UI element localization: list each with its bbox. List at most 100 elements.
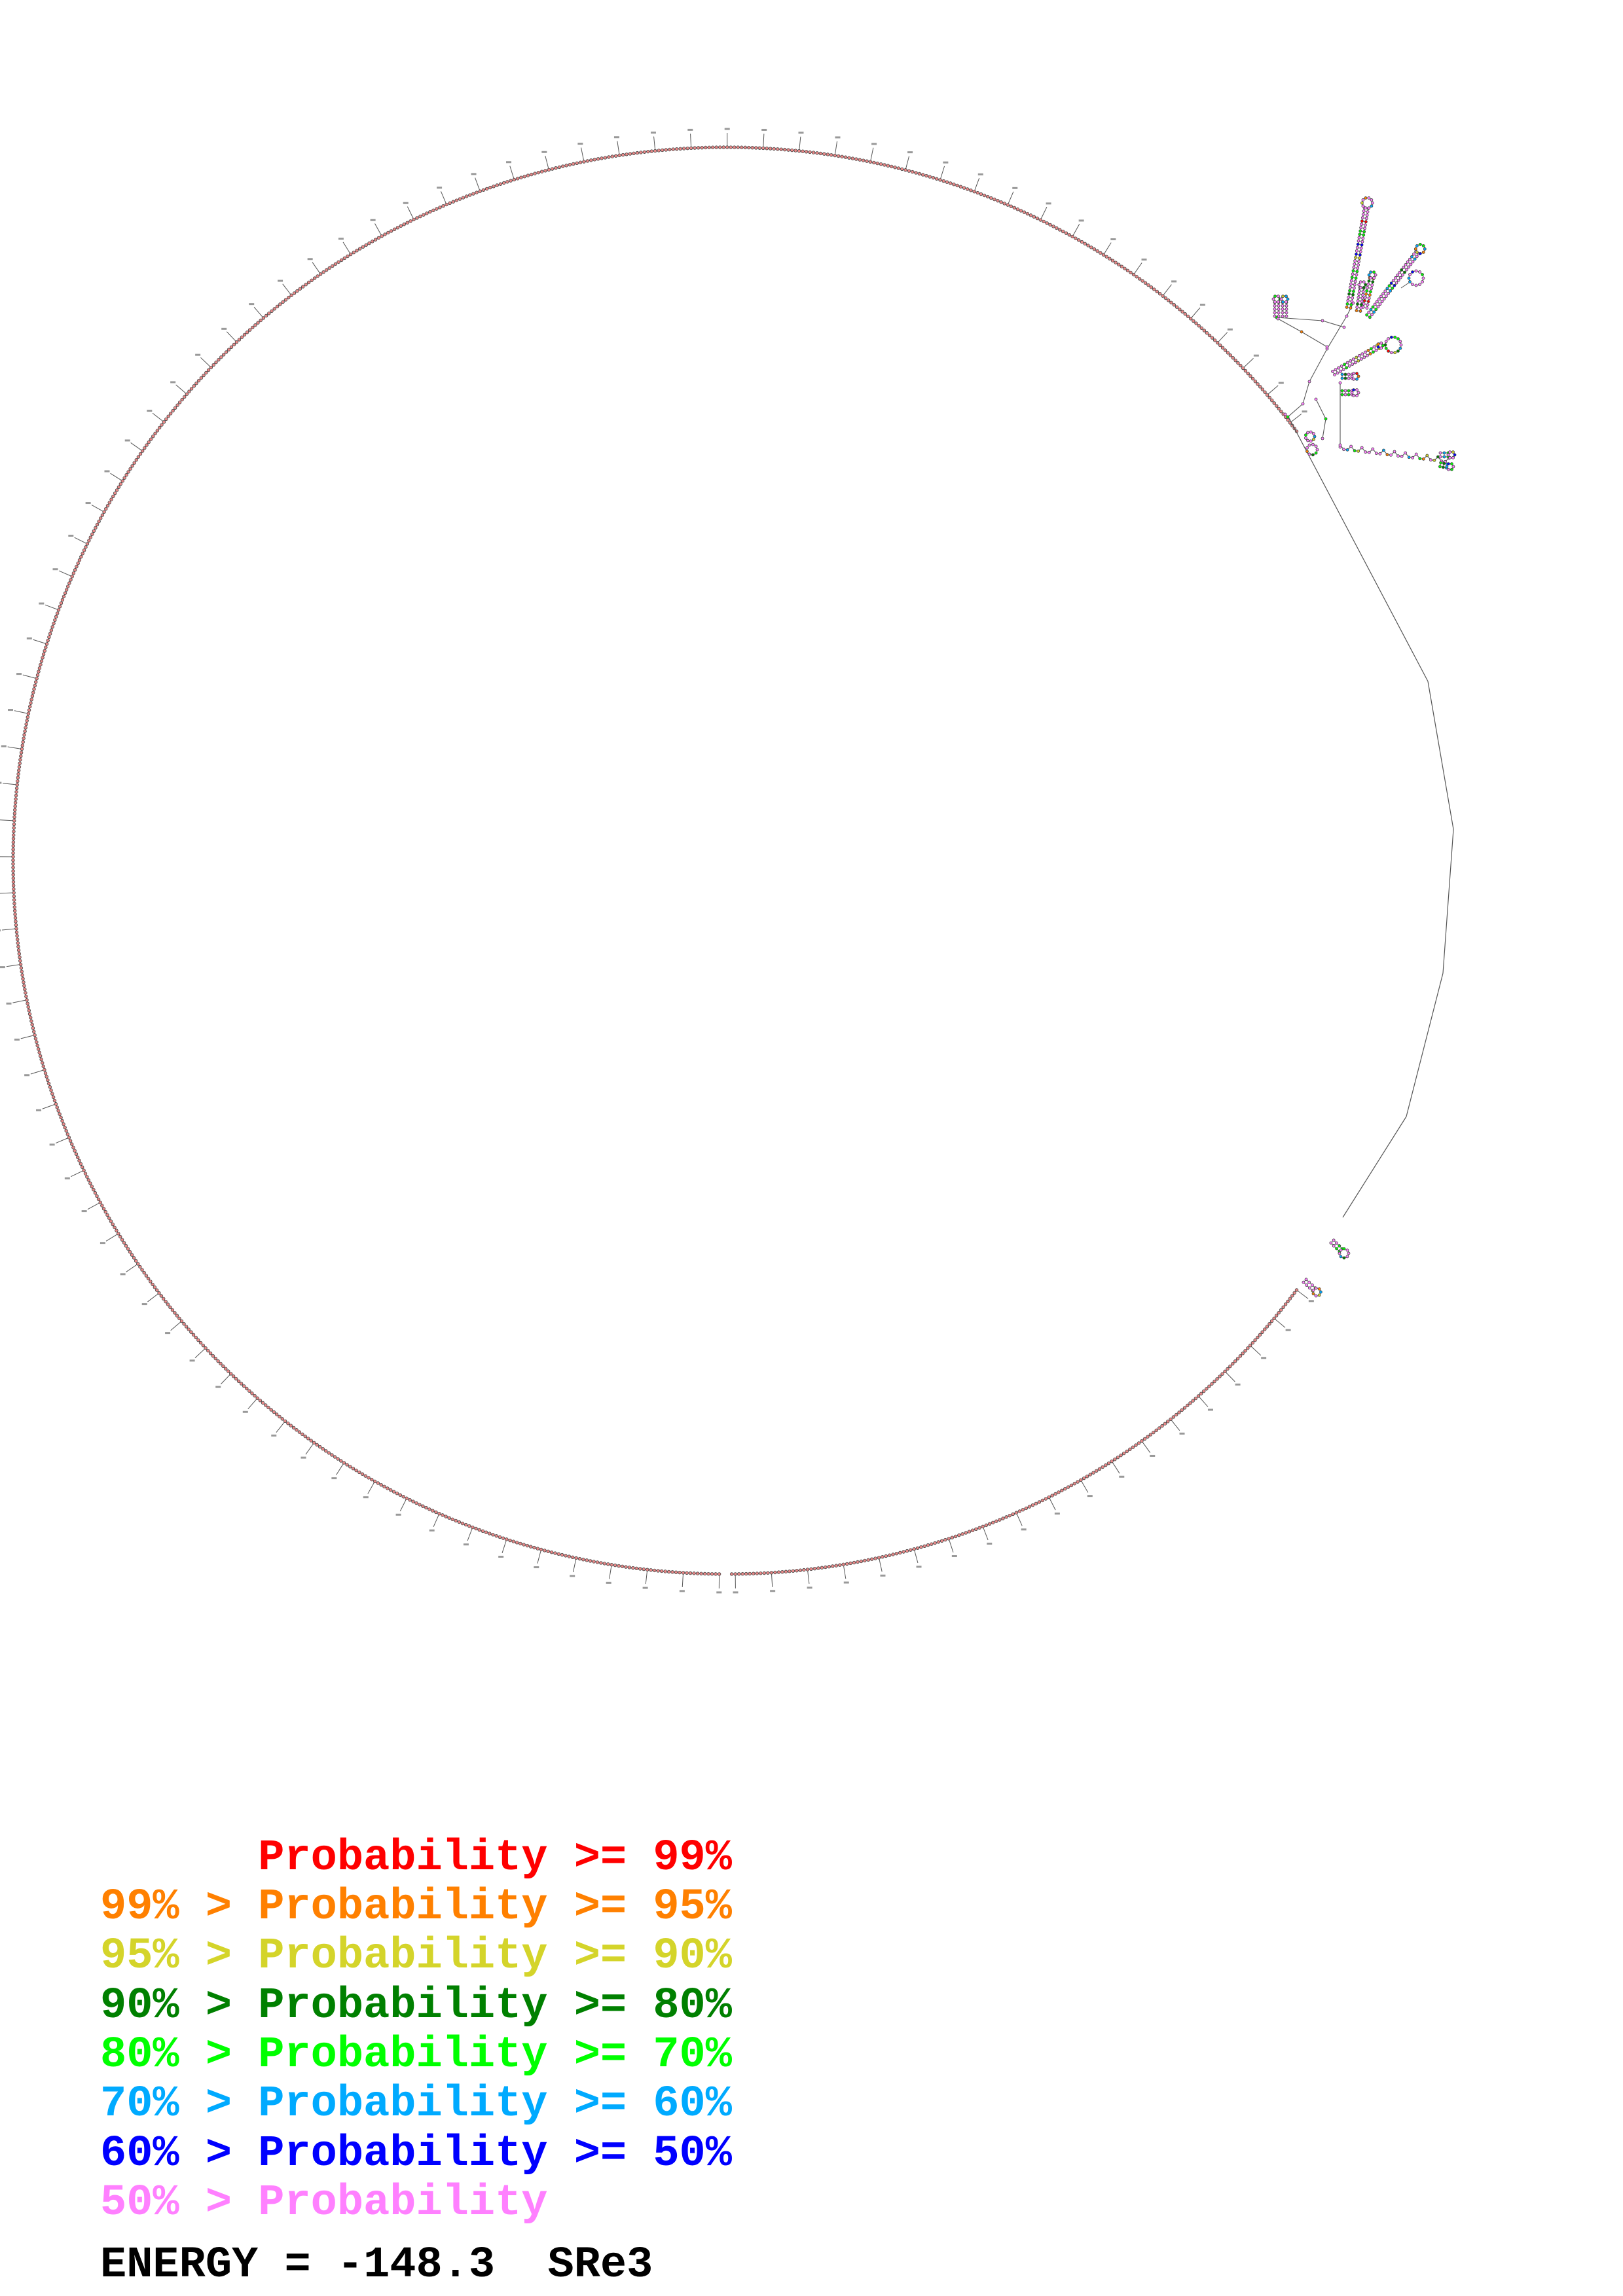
nucleotide — [1345, 314, 1349, 318]
nucleotide — [575, 161, 579, 165]
nucleotide — [1131, 1445, 1135, 1449]
nucleotide — [355, 249, 359, 253]
nucleotide — [1186, 314, 1190, 318]
nucleotide — [1381, 292, 1385, 296]
nucleotide — [1095, 1469, 1099, 1473]
nucleotide — [1418, 457, 1422, 461]
nucleotide — [1369, 276, 1372, 279]
nucleotide — [1393, 351, 1397, 355]
position-label-mark — [124, 439, 130, 442]
nucleotide — [958, 185, 963, 188]
nucleotide — [1343, 376, 1347, 380]
nucleotide — [1113, 1457, 1117, 1462]
nucleotide — [13, 916, 18, 920]
nucleotide — [1119, 1453, 1123, 1458]
nucleotide — [826, 152, 830, 156]
nucleotide — [278, 302, 282, 306]
nucleotide — [1355, 393, 1359, 397]
nucleotide — [805, 1568, 810, 1571]
nucleotide — [1359, 306, 1363, 310]
nucleotide — [415, 216, 419, 220]
nucleotide — [45, 1075, 48, 1079]
nucleotide — [1366, 210, 1370, 213]
nucleotide — [733, 1572, 737, 1576]
nucleotide — [1202, 1389, 1206, 1393]
nucleotide — [26, 711, 31, 716]
nucleotide — [96, 1197, 101, 1202]
position-tick — [799, 136, 801, 151]
nucleotide — [50, 1092, 54, 1096]
nucleotide — [134, 457, 138, 462]
nucleotide — [441, 204, 445, 208]
nucleotide — [405, 221, 409, 224]
position-label-mark — [807, 1587, 812, 1589]
nucleotide — [50, 625, 54, 629]
nucleotide — [1309, 439, 1313, 443]
nucleotide — [695, 1571, 700, 1575]
position-label-mark — [120, 1273, 126, 1276]
nucleotide — [346, 254, 350, 259]
position-label-mark — [26, 637, 32, 639]
position-label-mark — [642, 1587, 648, 1589]
helix-strand — [1334, 348, 1379, 376]
nucleotide — [12, 812, 17, 816]
nucleotide — [1350, 374, 1354, 378]
nucleotide — [95, 1194, 99, 1198]
nucleotide — [617, 1564, 621, 1568]
nucleotide — [824, 1565, 828, 1570]
nucleotide — [1345, 361, 1349, 365]
nucleotide — [1385, 453, 1389, 457]
nucleotide — [324, 1449, 328, 1453]
nucleotide — [610, 1563, 613, 1567]
nucleotide — [253, 323, 257, 327]
nucleotide — [29, 1019, 33, 1023]
nucleotide — [1197, 323, 1201, 328]
nucleotide — [1349, 303, 1353, 306]
nucleotide — [1191, 1399, 1195, 1403]
position-tick — [0, 819, 14, 821]
nucleotide — [962, 186, 966, 190]
nucleotide — [43, 1071, 48, 1075]
nucleotide — [1272, 401, 1276, 405]
nucleotide — [467, 1524, 471, 1528]
nucleotide — [1371, 447, 1375, 451]
nucleotide — [1047, 1495, 1051, 1499]
nucleotide — [431, 208, 435, 213]
position-tick — [1198, 1395, 1209, 1407]
nucleotide — [211, 1354, 215, 1358]
nucleotide — [1260, 1330, 1264, 1334]
nucleotide — [1182, 1406, 1187, 1410]
nucleotide — [1357, 449, 1360, 453]
nucleotide — [251, 325, 255, 330]
nucleotide — [706, 1571, 710, 1576]
nucleotide — [674, 1570, 678, 1574]
backbone-segment — [1322, 418, 1326, 439]
nucleotide — [977, 1526, 981, 1530]
nucleotide — [1362, 280, 1366, 284]
nucleotide — [250, 1391, 254, 1395]
nucleotide — [1129, 270, 1133, 275]
nucleotide — [1414, 452, 1418, 456]
nucleotide — [1279, 409, 1283, 414]
nucleotide — [635, 151, 640, 155]
helix-strand — [1303, 1282, 1313, 1291]
nucleotide — [593, 158, 596, 162]
nucleotide — [382, 1484, 386, 1489]
nucleotide — [1432, 458, 1436, 462]
nucleotide — [949, 181, 953, 185]
position-label-mark — [307, 258, 313, 260]
nucleotide — [936, 1540, 941, 1544]
nucleotide — [1448, 450, 1451, 454]
nucleotide — [216, 1359, 220, 1363]
nucleotide — [556, 1552, 560, 1556]
nucleotide — [37, 670, 41, 673]
nucleotide — [607, 155, 611, 159]
linker-segment — [1442, 829, 1454, 974]
nucleotide — [100, 513, 105, 517]
nucleotide — [1391, 286, 1395, 290]
nucleotide — [661, 148, 665, 152]
position-label-mark — [68, 534, 74, 537]
nucleotide — [236, 1379, 241, 1384]
position-tick — [247, 1397, 258, 1410]
nucleotide — [219, 355, 223, 359]
